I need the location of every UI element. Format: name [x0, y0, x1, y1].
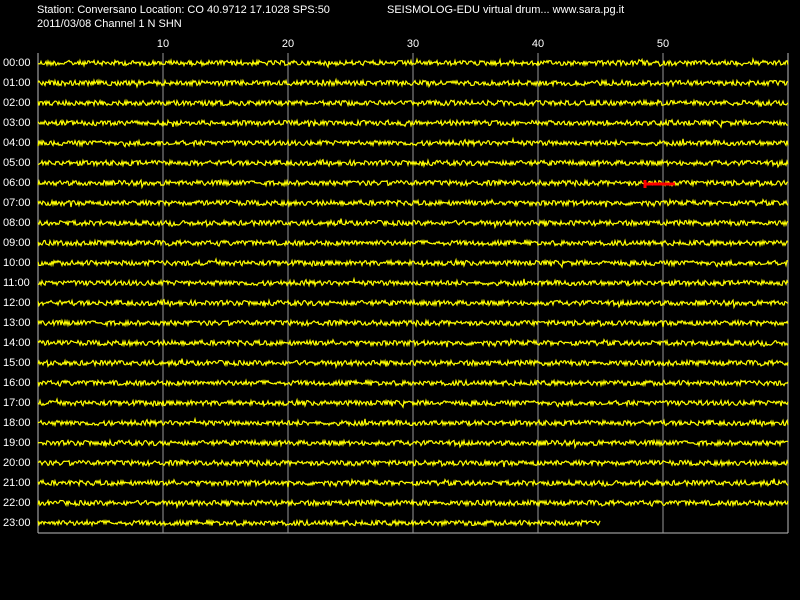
trace [37, 218, 789, 230]
trace [37, 136, 789, 148]
x-tick-label: 10 [157, 38, 169, 50]
trace [37, 518, 601, 528]
hour-label: 14:00 [3, 337, 31, 349]
hour-label: 07:00 [3, 197, 31, 209]
x-tick-label: 40 [532, 38, 544, 50]
hour-label: 06:00 [3, 177, 31, 189]
trace [37, 438, 789, 450]
trace [37, 458, 789, 468]
hour-label: 15:00 [3, 357, 31, 369]
trace [37, 197, 789, 208]
hour-label: 19:00 [3, 437, 31, 449]
hour-label: 13:00 [3, 317, 31, 329]
hour-label: 09:00 [3, 237, 31, 249]
trace [37, 337, 789, 348]
trace [37, 158, 789, 169]
hour-label: 21:00 [3, 477, 31, 489]
trace [37, 498, 789, 510]
date-channel: 2011/03/08 Channel 1 N SHN [37, 18, 182, 30]
x-tick-label: 50 [657, 38, 669, 50]
trace [37, 276, 789, 288]
hour-label: 16:00 [3, 377, 31, 389]
hour-label: 20:00 [3, 457, 31, 469]
hour-label: 00:00 [3, 57, 31, 69]
trace [37, 378, 789, 388]
subtitle: SEISMOLOG-EDU virtual drum... www.sara.p… [387, 4, 624, 16]
hour-label: 10:00 [3, 257, 31, 269]
trace [37, 238, 789, 248]
trace [37, 57, 789, 69]
hour-label: 05:00 [3, 157, 31, 169]
trace [37, 477, 789, 488]
hour-label: 02:00 [3, 97, 31, 109]
trace [37, 98, 789, 108]
trace [37, 318, 789, 328]
hour-label: 08:00 [3, 217, 31, 229]
trace [37, 298, 789, 310]
hour-label: 12:00 [3, 297, 31, 309]
hour-label: 03:00 [3, 117, 31, 129]
hour-label: 23:00 [3, 517, 31, 529]
x-tick-label: 30 [407, 38, 419, 50]
hour-label: 22:00 [3, 497, 31, 509]
hour-label: 18:00 [3, 417, 31, 429]
hour-label: 17:00 [3, 397, 31, 409]
trace [37, 397, 789, 409]
event-marker [643, 180, 675, 188]
trace [37, 358, 789, 370]
trace [37, 257, 788, 269]
trace [37, 118, 789, 129]
x-tick-label: 20 [282, 38, 294, 50]
station-title: Station: Conversano Location: CO 40.9712… [37, 4, 330, 16]
hour-label: 01:00 [3, 77, 31, 89]
hour-label: 11:00 [3, 277, 30, 289]
trace [37, 77, 789, 89]
trace [37, 416, 789, 428]
hour-label: 04:00 [3, 137, 31, 149]
